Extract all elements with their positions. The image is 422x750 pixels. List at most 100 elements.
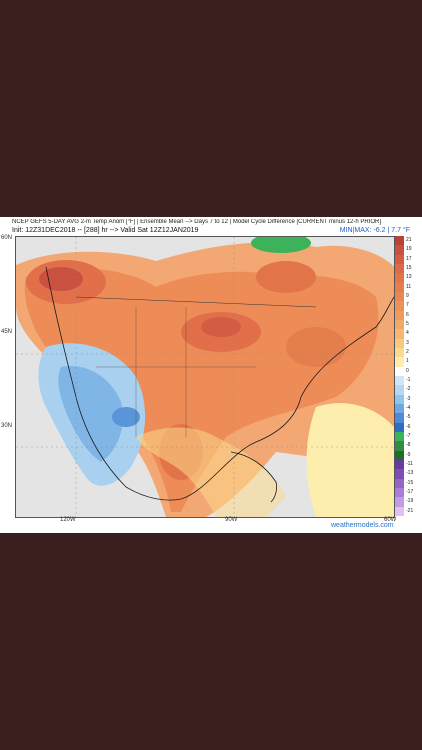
- legend-value: 21: [406, 237, 412, 243]
- legend-entry: 17: [395, 254, 419, 264]
- legend-entry: -6: [395, 422, 419, 432]
- legend-value: -11: [406, 461, 413, 467]
- legend-value: 19: [406, 246, 412, 253]
- legend-swatch: [395, 376, 404, 386]
- header-title: NCEP GEFS 5-DAY AVG 2-m Temp Anom [°F] |…: [12, 219, 382, 225]
- legend-value: -17: [406, 489, 414, 495]
- legend-swatch: [395, 488, 404, 498]
- legend-entry: -4: [395, 404, 419, 414]
- legend-swatch: [395, 497, 404, 507]
- legend-entry: -9: [395, 450, 419, 460]
- header-minmax: MIN|MAX: -6.2 | 7.7 °F: [339, 227, 410, 234]
- legend-swatch: [395, 357, 404, 367]
- source-credit: weathermodels.com: [331, 522, 394, 529]
- legend-value: 17: [406, 255, 412, 262]
- legend-value: 4: [406, 330, 409, 337]
- header-init-valid: Init: 12Z31DEC2018 -- [288] hr --> Valid…: [12, 227, 199, 234]
- legend-swatch: [395, 450, 404, 460]
- legend-value: 6: [406, 311, 409, 318]
- legend-swatch: [395, 460, 404, 470]
- legend-value: 0: [406, 367, 409, 374]
- legend-swatch: [395, 469, 404, 479]
- lat-label-60n: 60N: [1, 235, 13, 241]
- legend-entry: 15: [395, 264, 419, 274]
- legend-swatch: [395, 366, 404, 376]
- legend-entry: -1: [395, 376, 419, 386]
- legend-entry: 11: [395, 282, 419, 292]
- legend-value: 7: [406, 302, 409, 309]
- legend-entry: 6: [395, 310, 419, 320]
- legend-value: 5: [406, 321, 409, 327]
- legend-swatch: [395, 385, 404, 395]
- legend-entry: -3: [395, 394, 419, 404]
- legend-value: 13: [406, 274, 412, 281]
- legend-entry: -8: [395, 441, 419, 451]
- legend-swatch: [395, 478, 404, 488]
- legend-value: -1: [406, 377, 411, 383]
- legend-value: -13: [406, 470, 414, 477]
- legend-entry: 4: [395, 329, 419, 339]
- legend-entry: 19: [395, 245, 419, 255]
- legend-swatch: [395, 245, 404, 255]
- legend-swatch: [395, 301, 404, 311]
- legend-swatch: [395, 236, 404, 246]
- legend-value: -4: [406, 405, 411, 411]
- legend-swatch: [395, 329, 404, 339]
- lon-label-120w: 120W: [60, 517, 76, 523]
- legend-entry: 3: [395, 338, 419, 348]
- legend-entry: -11: [395, 460, 419, 470]
- legend-swatch: [395, 432, 404, 442]
- legend-swatch: [395, 282, 404, 292]
- legend-swatch: [395, 292, 404, 302]
- lon-label-90w: 90W: [225, 517, 238, 523]
- legend-entry: 13: [395, 273, 419, 283]
- anomaly-map-graphic: [16, 237, 394, 517]
- legend-swatch: [395, 348, 404, 358]
- map-panel: NCEP GEFS 5-DAY AVG 2-m Temp Anom [°F] |…: [0, 217, 422, 533]
- legend-value: 2: [406, 349, 409, 355]
- legend-entry: 0: [395, 366, 419, 376]
- legend-value: -9: [406, 451, 411, 458]
- legend-swatch: [395, 506, 404, 516]
- legend-value: -5: [406, 414, 411, 421]
- legend-value: 1: [406, 358, 409, 365]
- legend-entry: 2: [395, 348, 419, 358]
- lon-label-60w: 60W: [384, 517, 397, 523]
- legend-entry: 5: [395, 320, 419, 330]
- legend-entry: 1: [395, 357, 419, 367]
- legend-value: -19: [406, 498, 414, 505]
- legend-value: 3: [406, 339, 409, 346]
- legend-value: -21: [406, 507, 414, 514]
- anomaly-map: [15, 236, 395, 518]
- legend-value: -3: [406, 395, 411, 402]
- legend-swatch: [395, 404, 404, 414]
- legend-entry: 21: [395, 236, 419, 246]
- legend-swatch: [395, 320, 404, 330]
- legend-swatch: [395, 264, 404, 274]
- legend-value: 15: [406, 265, 412, 271]
- legend-swatch: [395, 254, 404, 264]
- color-legend: 21 19 17 15 13 11 9 7 6 5 4 3 2 1 0 -1 -2 -3 -4 -5 -6 -7 -8 -9-…: [395, 236, 419, 516]
- legend-entry: -7: [395, 432, 419, 442]
- legend-swatch: [395, 394, 404, 404]
- legend-entry: -5: [395, 413, 419, 423]
- legend-value: -8: [406, 442, 411, 449]
- legend-entry: -2: [395, 385, 419, 395]
- legend-swatch: [395, 273, 404, 283]
- legend-swatch: [395, 338, 404, 348]
- legend-swatch: [395, 441, 404, 451]
- lat-label-30n: 30N: [1, 423, 13, 429]
- legend-entry: 7: [395, 301, 419, 311]
- lat-label-45n: 45N: [1, 329, 13, 335]
- legend-value: -2: [406, 386, 411, 393]
- legend-entry: 9: [395, 292, 419, 302]
- legend-entry: -21: [395, 506, 419, 516]
- legend-entry: -19: [395, 497, 419, 507]
- legend-swatch: [395, 422, 404, 432]
- legend-swatch: [395, 413, 404, 423]
- legend-value: 9: [406, 293, 409, 299]
- legend-value: -6: [406, 423, 411, 430]
- legend-swatch: [395, 310, 404, 320]
- legend-entry: -15: [395, 478, 419, 488]
- legend-value: -15: [406, 479, 414, 486]
